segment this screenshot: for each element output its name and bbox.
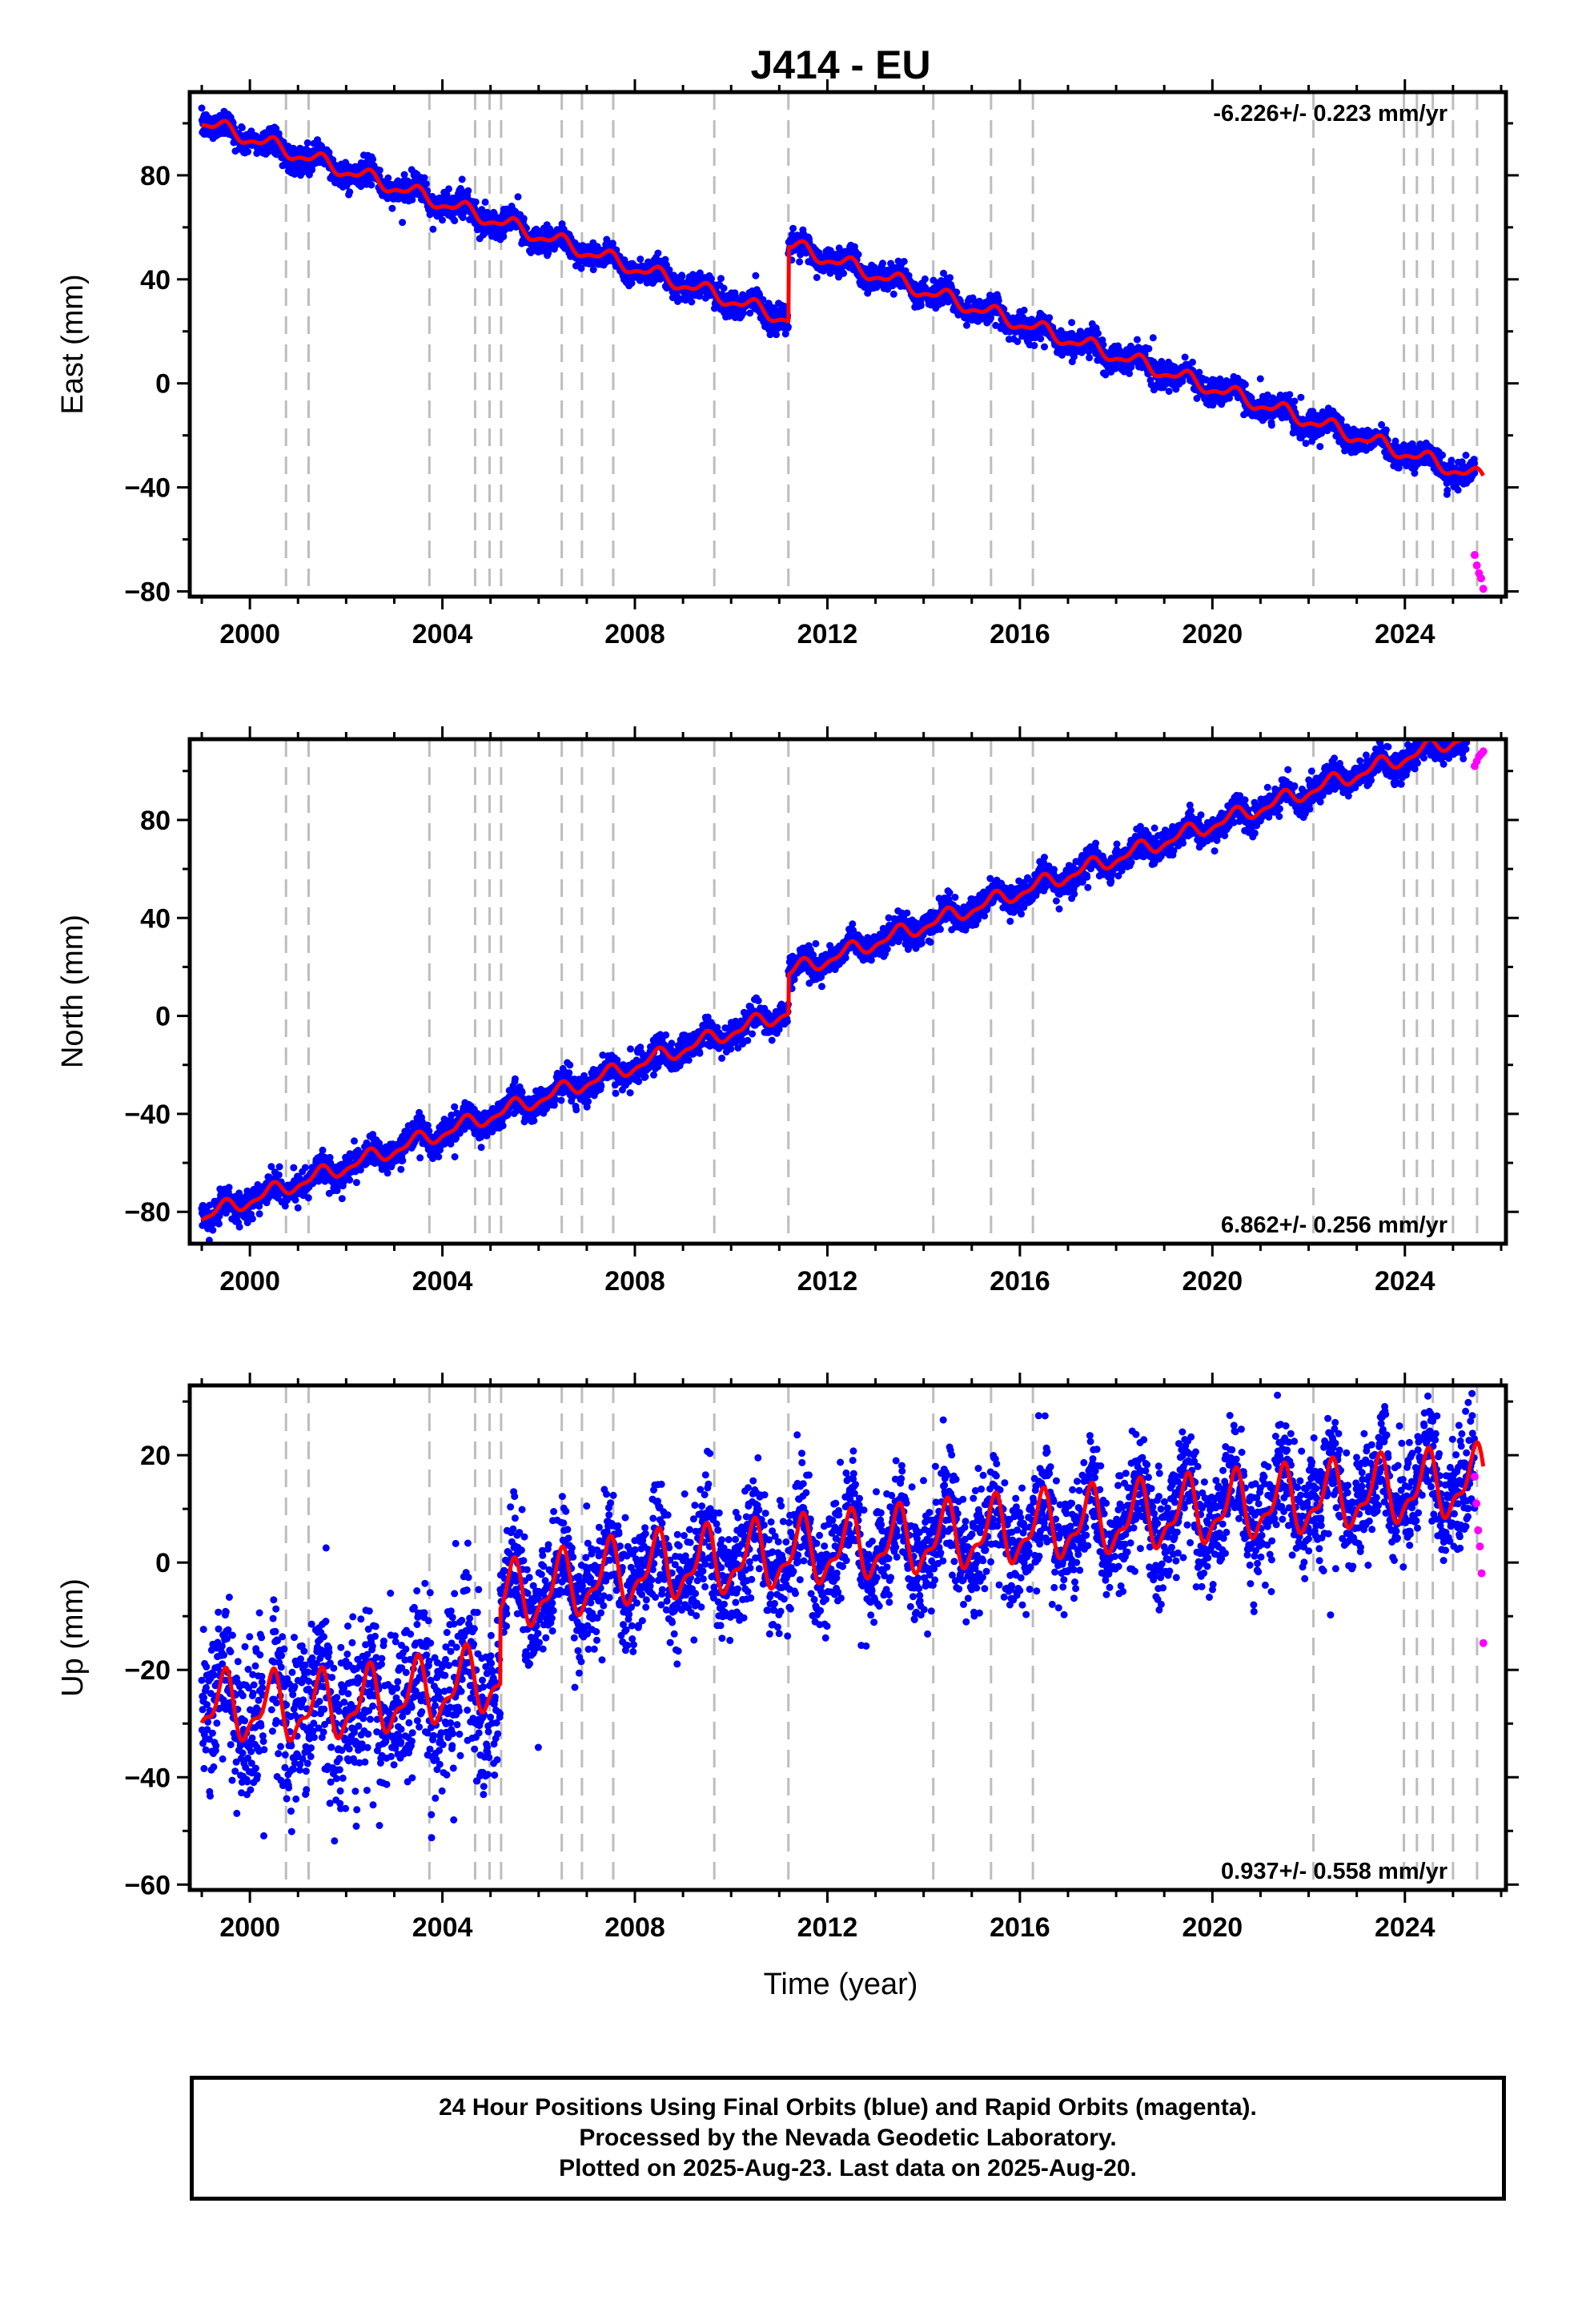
y-tick-label: 0 bbox=[155, 1002, 171, 1032]
y-axis-label: North (mm) bbox=[56, 915, 90, 1068]
event-lines bbox=[284, 92, 1479, 597]
rapid-orbit-point bbox=[1479, 747, 1488, 756]
x-tick-label: 2016 bbox=[990, 1912, 1050, 1943]
final-orbit-series bbox=[198, 739, 1473, 1244]
rapid-orbit-points bbox=[1470, 747, 1488, 770]
x-tick-label: 2020 bbox=[1182, 619, 1243, 649]
up-panel: 2000 2004 2008 2012 2016 2020 2024 −60 −40 −20 0 20… bbox=[56, 1373, 1519, 1943]
event-lines bbox=[284, 1385, 1479, 1890]
footer-line-3: Plotted on 2025-Aug-23. Last data on 202… bbox=[559, 2155, 1137, 2181]
x-tick-label: 2024 bbox=[1375, 1912, 1435, 1943]
x-tick-label: 2004 bbox=[412, 1266, 473, 1297]
x-tick-label: 2012 bbox=[797, 1912, 858, 1943]
rapid-orbit-point bbox=[1472, 1499, 1481, 1508]
x-tick-label: 2020 bbox=[1182, 1266, 1243, 1297]
x-tick-label: 2004 bbox=[412, 619, 473, 649]
y-tick-label: 20 bbox=[140, 1441, 171, 1471]
final-orbit-series bbox=[198, 104, 1479, 498]
north-panel: 2000 2004 2008 2012 2016 2020 2024 −80 −40 0 40 80 N… bbox=[56, 726, 1519, 1297]
x-tick-label: 2000 bbox=[219, 1912, 280, 1943]
east-panel: 2000 2004 2008 2012 2016 2020 2024 −80 −40 0 40 80 E… bbox=[56, 79, 1519, 649]
y-tick-label: −40 bbox=[124, 1100, 171, 1130]
x-tick-label: 2012 bbox=[797, 619, 858, 649]
rapid-orbit-point bbox=[1474, 1526, 1483, 1534]
rapid-orbit-point bbox=[1470, 551, 1479, 560]
x-tick-label: 2004 bbox=[412, 1912, 473, 1943]
y-axis-label: East (mm) bbox=[56, 274, 90, 414]
x-tick-label: 2024 bbox=[1375, 619, 1435, 649]
final-orbit-series bbox=[198, 1389, 1479, 1845]
y-tick-label: −40 bbox=[124, 473, 171, 504]
velocity-label: 6.862+/- 0.256 mm/yr bbox=[1221, 1212, 1447, 1238]
y-tick-label: 0 bbox=[155, 369, 171, 400]
y-tick-label: 0 bbox=[155, 1548, 171, 1578]
footer-line-2: Processed by the Nevada Geodetic Laborat… bbox=[579, 2125, 1117, 2151]
x-tick-label: 2008 bbox=[604, 1912, 665, 1943]
final-orbit-points bbox=[198, 104, 1479, 498]
y-tick-label: 40 bbox=[140, 903, 171, 934]
y-tick-label: −80 bbox=[124, 577, 171, 608]
event-lines bbox=[284, 739, 1479, 1244]
model-fit-line bbox=[199, 1440, 1486, 1743]
final-orbit-points bbox=[198, 739, 1473, 1244]
rapid-orbit-point bbox=[1477, 1569, 1486, 1578]
rapid-orbit-points bbox=[1470, 551, 1488, 593]
y-tick-label: −80 bbox=[124, 1197, 171, 1228]
plot-frame bbox=[187, 90, 1508, 599]
rapid-orbit-point bbox=[1470, 1472, 1479, 1481]
rapid-orbit-point bbox=[1477, 574, 1486, 583]
y-tick-label: 80 bbox=[140, 806, 171, 836]
rapid-orbit-point bbox=[1479, 585, 1488, 593]
x-tick-label: 2016 bbox=[990, 619, 1050, 649]
figure-title: J414 - EU bbox=[750, 42, 930, 87]
x-tick-label: 2024 bbox=[1375, 1266, 1435, 1297]
y-tick-label: −20 bbox=[124, 1655, 171, 1686]
rapid-orbit-point bbox=[1476, 1542, 1484, 1551]
x-tick-label: 2000 bbox=[219, 1266, 280, 1297]
x-tick-label: 2020 bbox=[1182, 1912, 1243, 1943]
y-tick-label: −60 bbox=[124, 1870, 171, 1900]
rapid-orbit-point bbox=[1479, 1638, 1488, 1647]
x-axis-label: Time (year) bbox=[764, 1968, 918, 2001]
footer-line-1: 24 Hour Positions Using Final Orbits (bl… bbox=[439, 2094, 1257, 2121]
plot-frame bbox=[187, 737, 1508, 1246]
velocity-label: 0.937+/- 0.558 mm/yr bbox=[1221, 1859, 1447, 1884]
x-tick-label: 2012 bbox=[797, 1266, 858, 1297]
y-tick-label: −40 bbox=[124, 1763, 171, 1793]
y-tick-label: 80 bbox=[140, 161, 171, 191]
x-tick-label: 2016 bbox=[990, 1266, 1050, 1297]
y-tick-label: 40 bbox=[140, 265, 171, 296]
y-axis-label: Up (mm) bbox=[56, 1578, 90, 1697]
velocity-label: -6.226+/- 0.223 mm/yr bbox=[1213, 101, 1447, 127]
footer-caption-box: 24 Hour Positions Using Final Orbits (bl… bbox=[190, 2076, 1506, 2201]
final-orbit-points bbox=[198, 1389, 1479, 1845]
x-tick-label: 2008 bbox=[604, 619, 665, 649]
plot-frame bbox=[187, 1383, 1508, 1892]
model-fit-line bbox=[200, 119, 1485, 477]
rapid-orbit-point bbox=[1472, 561, 1481, 570]
model-fit-line bbox=[200, 739, 1466, 1222]
x-tick-label: 2000 bbox=[219, 619, 280, 649]
x-tick-label: 2008 bbox=[604, 1266, 665, 1297]
rapid-orbit-points bbox=[1470, 1472, 1488, 1647]
